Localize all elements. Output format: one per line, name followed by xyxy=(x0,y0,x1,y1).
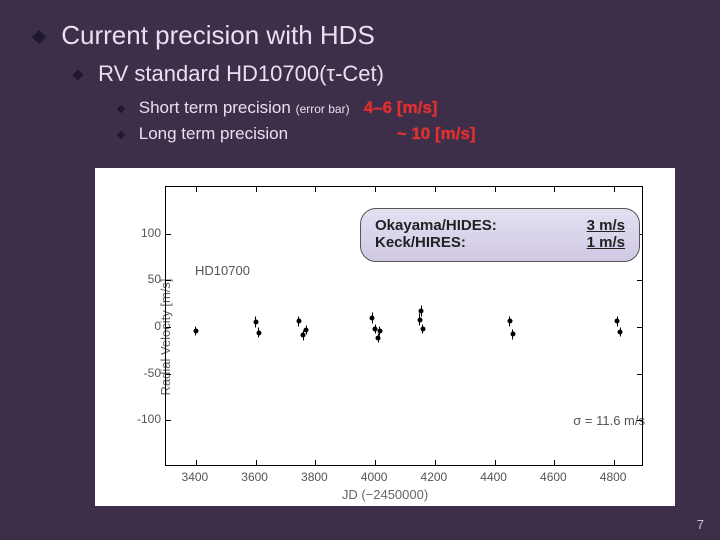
data-point xyxy=(420,326,425,331)
annot-row1-label: Okayama/HIDES: xyxy=(375,217,497,234)
data-point xyxy=(615,319,620,324)
annot-row2-value: 1 m/s xyxy=(587,234,625,251)
data-point xyxy=(618,329,623,334)
bullet-l3a-note: (error bar) xyxy=(296,102,350,116)
bullet-l1: Current precision with HDS xyxy=(34,20,690,51)
data-point xyxy=(193,328,198,333)
annot-row: Okayama/HIDES: 3 m/s xyxy=(375,217,625,234)
data-point xyxy=(370,315,375,320)
data-point xyxy=(510,332,515,337)
bullet-l3a: Short term precision (error bar) 4–6 [m/… xyxy=(118,95,690,121)
data-point xyxy=(419,309,424,314)
diamond-icon xyxy=(72,70,83,81)
data-point xyxy=(377,328,382,333)
x-tick-label: 4400 xyxy=(480,470,507,484)
data-point xyxy=(253,320,258,325)
diamond-icon xyxy=(117,104,125,112)
x-tick-label: 4000 xyxy=(361,470,388,484)
annot-row: Keck/HIRES: 1 m/s xyxy=(375,234,625,251)
bullet-l2-text: RV standard HD10700(τ-Cet) xyxy=(98,61,384,86)
data-point xyxy=(417,317,422,322)
diamond-icon xyxy=(32,30,46,44)
x-tick-label: 4800 xyxy=(600,470,627,484)
diamond-icon xyxy=(117,131,125,139)
bullet-l3a-text: Short term precision xyxy=(139,98,296,117)
x-tick-label: 4200 xyxy=(421,470,448,484)
bullet-l3b-text: Long term precision xyxy=(139,124,288,143)
annot-row1-value: 3 m/s xyxy=(587,217,625,234)
y-tick-label: 100 xyxy=(133,226,161,240)
bullet-l1-text: Current precision with HDS xyxy=(61,20,375,50)
data-point xyxy=(304,327,309,332)
x-tick-label: 3600 xyxy=(241,470,268,484)
x-tick-label: 4600 xyxy=(540,470,567,484)
page-number: 7 xyxy=(697,517,704,532)
y-tick-label: 0 xyxy=(133,319,161,333)
x-tick-label: 3400 xyxy=(182,470,209,484)
data-point xyxy=(296,319,301,324)
y-tick-label: -50 xyxy=(133,366,161,380)
y-tick-label: 50 xyxy=(133,272,161,286)
bullet-l3b: Long term precision ~ 10 [m/s] xyxy=(118,121,690,147)
rv-chart: Radial Velocity [m/s] JD (−2450000) HD10… xyxy=(95,168,675,506)
data-point xyxy=(507,319,512,324)
data-point xyxy=(256,330,261,335)
x-tick-label: 3800 xyxy=(301,470,328,484)
x-axis-label: JD (−2450000) xyxy=(342,487,428,502)
comparison-annotation: Okayama/HIDES: 3 m/s Keck/HIRES: 1 m/s xyxy=(360,208,640,262)
annot-row2-label: Keck/HIRES: xyxy=(375,234,466,251)
y-tick-label: -100 xyxy=(133,412,161,426)
data-point xyxy=(376,336,381,341)
bullet-l3a-value: 4–6 [m/s] xyxy=(364,98,438,117)
slide-content: Current precision with HDS RV standard H… xyxy=(0,0,720,158)
bullet-l2: RV standard HD10700(τ-Cet) xyxy=(74,61,690,87)
bullet-l3b-value: ~ 10 [m/s] xyxy=(397,124,476,143)
